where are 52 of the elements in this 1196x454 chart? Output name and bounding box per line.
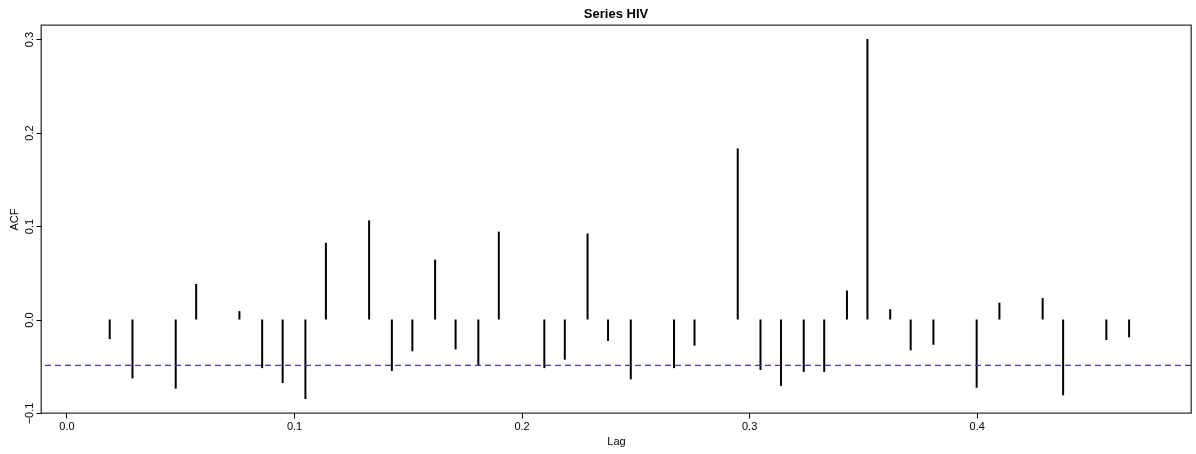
x-tick-label: 0.1	[286, 419, 303, 432]
bar	[454, 319, 457, 350]
bar	[390, 319, 393, 371]
bar	[543, 319, 546, 369]
x-axis-title: Lag	[607, 434, 626, 447]
x-tick-label: 0.0	[59, 419, 75, 432]
bar	[304, 319, 307, 399]
chart-title: Series HIV	[583, 6, 649, 21]
y-axis-title: ACF	[7, 208, 20, 231]
bar	[1041, 298, 1044, 320]
bar	[932, 319, 935, 345]
bar	[629, 319, 632, 380]
bar	[434, 259, 437, 320]
bar	[411, 319, 414, 352]
y-tick-label: 0.3	[22, 31, 35, 48]
bar	[108, 319, 111, 340]
bar	[1128, 319, 1131, 338]
x-tick-label: 0.3	[741, 419, 758, 432]
bar	[607, 319, 610, 342]
bar	[759, 319, 762, 370]
bar	[823, 319, 826, 372]
bar	[845, 290, 848, 320]
y-tick-label: 0.0	[22, 312, 35, 328]
x-tick-label: 0.4	[969, 419, 985, 432]
bar	[736, 148, 739, 320]
bar	[174, 319, 177, 389]
y-tick-label: −0.1	[22, 402, 35, 425]
bar	[975, 319, 978, 388]
bar	[802, 319, 805, 372]
bar	[866, 39, 869, 320]
bar	[281, 319, 284, 384]
bar	[673, 319, 676, 369]
bar	[238, 311, 241, 320]
bar	[693, 319, 696, 346]
bar	[909, 319, 912, 351]
x-tick-label: 0.2	[514, 419, 530, 432]
bar	[889, 309, 892, 320]
bar	[998, 302, 1001, 320]
bar	[477, 319, 480, 366]
bar	[368, 220, 371, 320]
bar	[195, 283, 198, 320]
bar	[1062, 319, 1065, 396]
bar	[779, 319, 782, 386]
bar	[563, 319, 566, 360]
bar	[497, 231, 500, 320]
bar	[586, 233, 589, 320]
bar	[1105, 319, 1108, 341]
bar	[131, 319, 134, 379]
bar	[261, 319, 264, 369]
y-tick-label: 0.2	[22, 125, 35, 141]
y-tick-label: 0.1	[22, 218, 35, 235]
bar	[324, 242, 327, 320]
